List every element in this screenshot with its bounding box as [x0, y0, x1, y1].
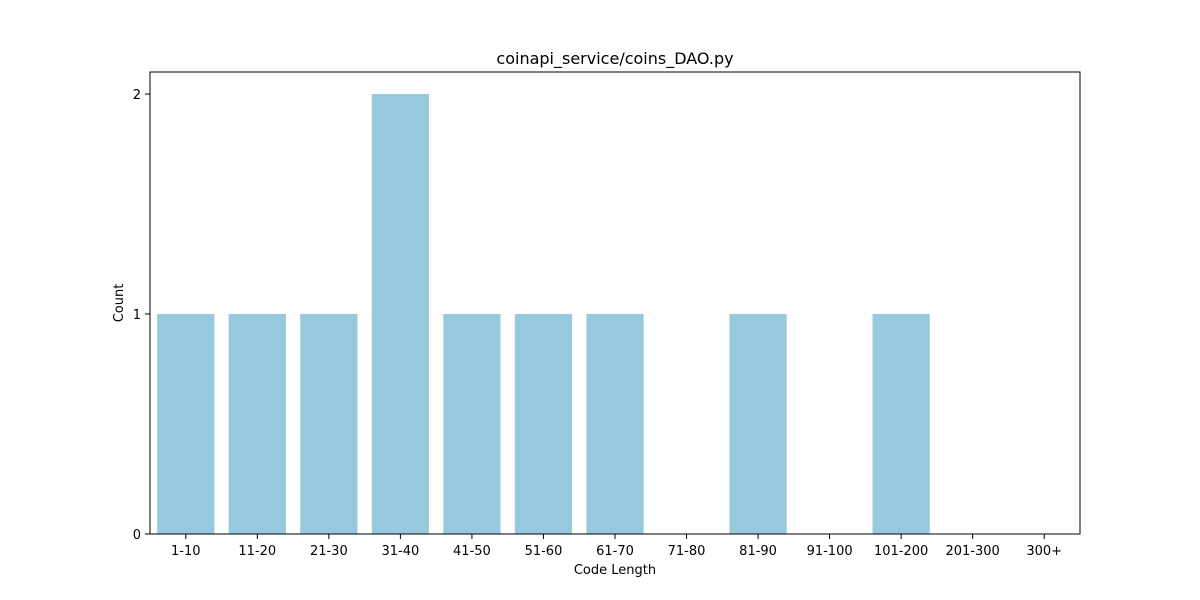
- x-tick-label: 201-300: [946, 544, 1000, 559]
- y-tick-label: 1: [133, 308, 141, 323]
- y-axis-title: Count: [112, 284, 127, 323]
- x-tick-label: 1-10: [171, 544, 201, 559]
- x-tick-label: 21-30: [310, 544, 348, 559]
- x-tick-label: 91-100: [807, 544, 853, 559]
- y-tick-label: 0: [133, 528, 141, 543]
- x-axis-ticks: 1-10 11-20 21-30 31-40 41-50 51-60 61-70 71-80 8…: [171, 534, 1062, 559]
- x-tick-label: 101-200: [874, 544, 928, 559]
- x-tick-label: 300+: [1026, 544, 1062, 559]
- bar-51-60: [514, 314, 573, 534]
- x-tick-label: 31-40: [381, 544, 419, 559]
- y-axis-ticks: 0 1 2: [133, 88, 150, 543]
- bar-81-90: [729, 314, 787, 534]
- x-tick-label: 61-70: [596, 544, 634, 559]
- bars-layer: [157, 94, 930, 534]
- bar-1-10: [157, 314, 215, 534]
- chart-title: coinapi_service/coins_DAO.py: [496, 49, 733, 69]
- bar-101-200: [872, 314, 930, 534]
- x-tick-label: 81-90: [739, 544, 777, 559]
- x-tick-label: 11-20: [238, 544, 276, 559]
- bar-41-50: [443, 314, 501, 534]
- x-tick-label: 71-80: [668, 544, 706, 559]
- bar-31-40: [371, 94, 429, 534]
- y-tick-label: 2: [133, 88, 141, 103]
- bar-21-30: [300, 314, 358, 534]
- bar-61-70: [586, 314, 644, 534]
- x-tick-label: 51-60: [525, 544, 563, 559]
- x-tick-label: 41-50: [453, 544, 491, 559]
- x-axis-title: Code Length: [574, 563, 656, 578]
- bar-11-20: [228, 314, 286, 534]
